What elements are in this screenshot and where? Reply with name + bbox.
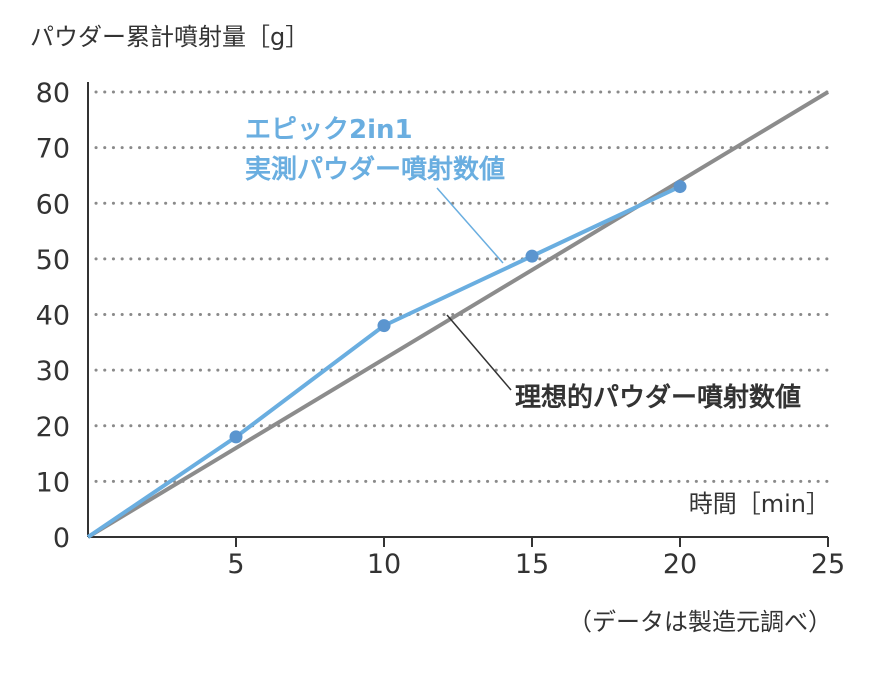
ideal-leader-line: [446, 314, 512, 391]
ideal-series-label: 理想的パウダー噴射数値: [515, 382, 801, 413]
x-tick-label-15: 15: [515, 549, 549, 580]
series-line-ideal: [86, 90, 830, 539]
data-point-10: [377, 319, 391, 333]
data-point-20: [673, 180, 687, 194]
axes: [87, 82, 829, 547]
x-axis-title: 時間［min］: [689, 490, 830, 518]
y-tick-label-0: 0: [53, 523, 70, 554]
x-tick-labels: 5 10 15 20 25: [227, 549, 845, 580]
y-tick-label-80: 80: [36, 78, 70, 109]
series-markers: [229, 180, 687, 444]
measured-leader-line: [436, 187, 504, 264]
y-tick-label-40: 40: [36, 301, 70, 332]
y-tick-label-10: 10: [36, 467, 70, 498]
y-tick-label-70: 70: [36, 134, 70, 165]
y-tick-labels: 0 10 20 30 40 50 60 70 80: [36, 78, 70, 554]
data-point-5: [229, 430, 243, 444]
gridlines: [94, 90, 830, 483]
y-axis-title: パウダー累計噴射量［g］: [30, 23, 309, 51]
measured-series-label-line2: 実測パウダー噴射数値: [245, 154, 505, 185]
x-tick-label-25: 25: [811, 549, 845, 580]
x-tick-label-5: 5: [227, 549, 244, 580]
y-tick-label-50: 50: [36, 245, 70, 276]
x-tick-label-10: 10: [367, 549, 401, 580]
measured-series-label-line1: エピック2in1: [245, 115, 413, 145]
y-tick-label-60: 60: [36, 189, 70, 220]
y-tick-label-30: 30: [36, 356, 70, 387]
x-tick-label-20: 20: [663, 549, 697, 580]
data-point-15: [525, 249, 539, 263]
y-tick-label-20: 20: [36, 412, 70, 443]
source-note: （データは製造元調べ）: [568, 608, 832, 636]
